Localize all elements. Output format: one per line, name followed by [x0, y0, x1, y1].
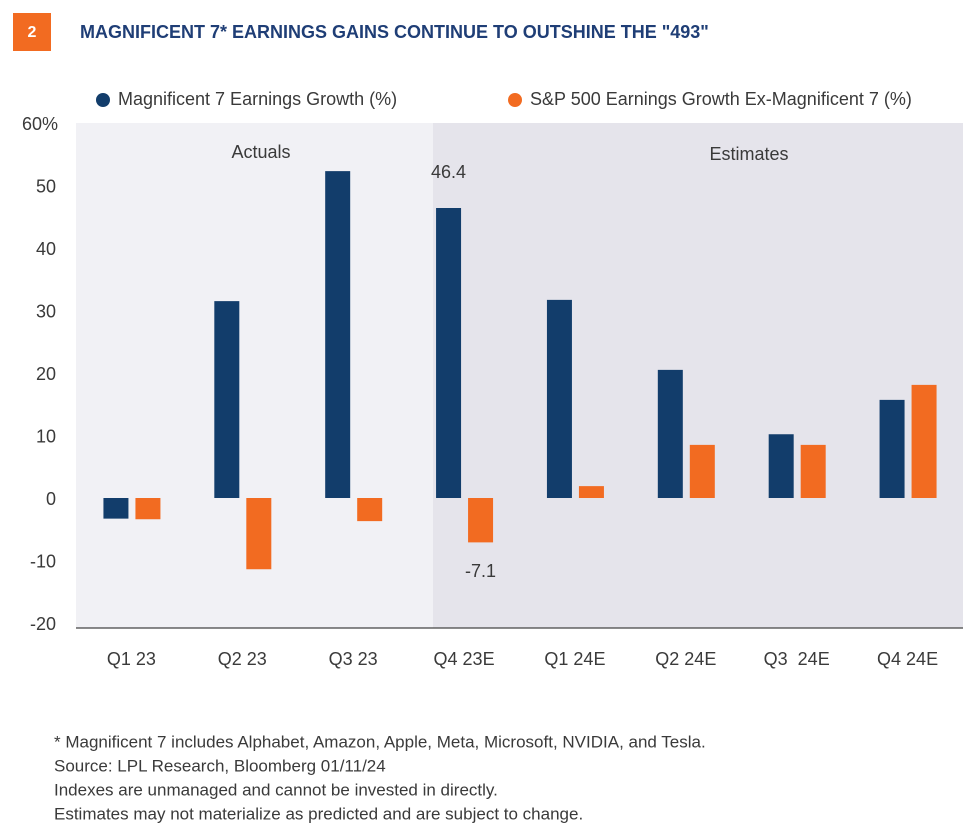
- legend-label: Magnificent 7 Earnings Growth (%): [118, 89, 397, 109]
- x-tick-label: Q1 23: [107, 649, 156, 669]
- bar: [879, 399, 905, 498]
- bar: [911, 384, 937, 498]
- footnote: Source: LPL Research, Bloomberg 01/11/24: [54, 756, 386, 775]
- footnote: * Magnificent 7 includes Alphabet, Amazo…: [54, 732, 706, 751]
- y-tick-label: 10: [36, 426, 56, 446]
- chart-title: MAGNIFICENT 7* EARNINGS GAINS CONTINUE T…: [80, 22, 709, 42]
- bar: [546, 299, 572, 498]
- estimates-region: [433, 123, 964, 628]
- y-tick-label: 60%: [22, 114, 58, 134]
- y-tick-label: -10: [30, 551, 56, 571]
- bar: [768, 434, 794, 498]
- bar: [325, 171, 351, 498]
- bar: [246, 498, 272, 570]
- legend-marker: [508, 93, 522, 107]
- bar: [800, 444, 826, 498]
- bar: [357, 498, 383, 522]
- data-label: -7.1: [465, 561, 496, 581]
- x-tick-label: Q3 23: [329, 649, 378, 669]
- bar: [578, 486, 604, 498]
- x-tick-label: Q2 24E: [655, 649, 716, 669]
- y-tick-label: 30: [36, 301, 56, 321]
- region-label: Estimates: [709, 144, 788, 164]
- bar: [468, 498, 494, 543]
- badge-box: [13, 13, 51, 51]
- y-tick-label: 0: [46, 489, 56, 509]
- bar: [689, 444, 715, 498]
- x-tick-label: Q4 24E: [877, 649, 938, 669]
- y-tick-label: 20: [36, 364, 56, 384]
- x-tick-label: Q2 23: [218, 649, 267, 669]
- x-tick-label: Q4 23E: [434, 649, 495, 669]
- legend-marker: [96, 93, 110, 107]
- y-tick-label: 50: [36, 176, 56, 196]
- bar: [135, 498, 161, 520]
- footnote: Estimates may not materialize as predict…: [54, 804, 583, 823]
- bar: [103, 498, 129, 519]
- y-tick-label: 40: [36, 239, 56, 259]
- y-tick-label: -20: [30, 614, 56, 634]
- footnote: Indexes are unmanaged and cannot be inve…: [54, 780, 498, 799]
- region-label: Actuals: [231, 142, 290, 162]
- x-tick-label: Q1 24E: [544, 649, 605, 669]
- bar: [657, 369, 683, 498]
- data-label: 46.4: [431, 162, 466, 182]
- bar: [214, 301, 240, 498]
- bar: [436, 208, 462, 498]
- legend-label: S&P 500 Earnings Growth Ex-Magnificent 7…: [530, 89, 912, 109]
- x-tick-label: Q3 24E: [764, 649, 830, 669]
- badge: 2: [28, 24, 37, 41]
